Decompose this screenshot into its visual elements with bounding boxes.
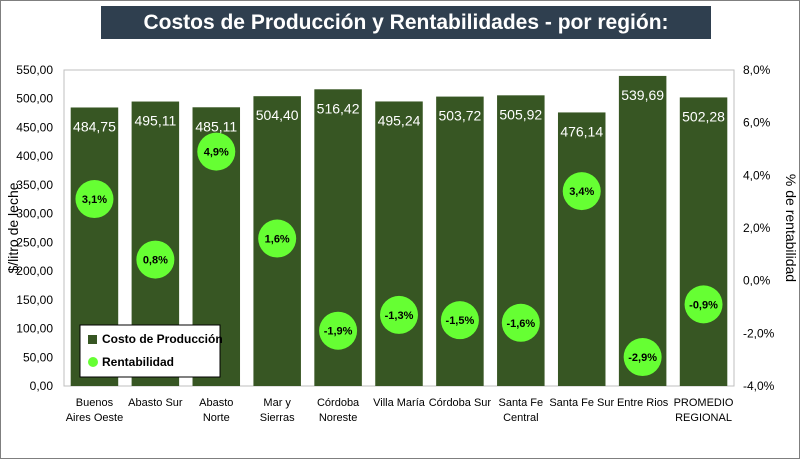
x-axis-labels: Buenos Aires Oeste Abasto Sur Abasto Norte Ma…: [66, 397, 734, 424]
x-tick-label: Central: [503, 412, 538, 424]
y-right-tick-label: 4,0%: [743, 168, 771, 182]
bar-value-label: 485,11: [195, 118, 237, 134]
rentabilidad-value-label: 3,1%: [82, 194, 107, 206]
bar-value-label: 476,14: [560, 123, 603, 139]
rentabilidad-value-label: -1,6%: [506, 318, 535, 330]
y-left-tick-label: 100,00: [16, 322, 53, 336]
legend-label-costo: Costo de Producción: [102, 332, 223, 346]
rentabilidad-point: [197, 132, 236, 171]
y-left-tick-label: 250,00: [16, 235, 53, 249]
x-tick-label: Santa Fe: [498, 397, 543, 409]
rentabilidad-value-label: -2,9%: [628, 352, 657, 364]
bar-data-labels: 484,75 495,11 485,11 504,40 516,42 495,24 503,…: [73, 87, 725, 140]
y-axis-right-ticks: -4,0% -2,0% 0,0% 2,0% 4,0% 6,0% 8,0%: [743, 63, 775, 393]
rentabilidad-value-label: 3,4%: [569, 186, 594, 198]
rentabilidad-value-label: -0,9%: [689, 299, 718, 311]
rentabilidad-value-label: -1,5%: [446, 315, 475, 327]
x-tick-label: Santa Fe Sur: [549, 397, 614, 409]
rentabilidad-point: [136, 240, 175, 279]
rentabilidad-point: [319, 311, 358, 350]
rentabilidad-series: [75, 132, 723, 377]
x-tick-label: Entre Rios: [617, 397, 669, 409]
y-axis-left-label: $/litro de leche: [5, 182, 21, 273]
bar-value-label: 516,42: [317, 100, 360, 116]
x-tick-label: Villa María: [373, 397, 426, 409]
x-tick-label: Noreste: [319, 412, 358, 424]
x-tick-label: Sierras: [260, 412, 295, 424]
x-tick-label: Mar y: [263, 397, 291, 409]
bar-costo: [375, 101, 423, 387]
rentabilidad-value-label: -1,9%: [324, 326, 353, 338]
x-tick-label: PROMEDIO: [674, 397, 734, 409]
y-left-tick-label: 200,00: [16, 264, 53, 278]
y-left-tick-label: 150,00: [16, 293, 53, 307]
y-axis-left-ticks: 0,00 50,00 100,00 150,00 200,00 250,00 300,00 3…: [16, 63, 53, 393]
y-axis-right-label: % de rentabilidad: [783, 174, 799, 282]
bar-value-label: 504,40: [256, 107, 299, 123]
rentabilidad-data-labels: 3,1% 0,8% 4,9% 1,6% -1,9% -1,3% -1,5% -1,6% 3,4%…: [82, 147, 718, 364]
bar-value-label: 495,11: [134, 113, 176, 129]
legend-swatch-costo: [88, 335, 97, 344]
y-left-tick-label: 450,00: [16, 120, 53, 134]
bar-costo: [557, 112, 606, 387]
chart-title: Costos de Producción y Rentabilidades - …: [101, 6, 711, 67]
rentabilidad-value-label: 4,9%: [204, 147, 229, 159]
y-right-tick-label: 0,0%: [743, 274, 771, 288]
x-tick-label: REGIONAL: [675, 412, 732, 424]
rentabilidad-point: [440, 301, 479, 340]
y-left-tick-label: 300,00: [16, 207, 53, 221]
rentabilidad-point: [380, 295, 418, 334]
rentabilidad-point: [501, 303, 540, 342]
y-right-tick-label: -4,0%: [743, 379, 775, 393]
x-tick-label: Norte: [203, 412, 230, 424]
x-tick-label: Aires Oeste: [66, 412, 123, 424]
rentabilidad-point: [562, 172, 601, 211]
y-right-tick-label: 2,0%: [743, 221, 771, 235]
y-left-tick-label: 0,00: [30, 379, 54, 393]
bar-costo: [497, 95, 545, 387]
x-tick-label: Buenos: [76, 397, 114, 409]
x-tick-label: Córdoba Sur: [429, 397, 492, 409]
rentabilidad-point: [684, 285, 723, 324]
x-tick-label: Abasto: [199, 397, 233, 409]
bar-value-label: 484,75: [73, 118, 116, 134]
y-right-tick-label: 6,0%: [743, 116, 771, 130]
x-tick-label: Córdoba: [317, 397, 360, 409]
rentabilidad-point: [258, 219, 297, 258]
y-right-tick-label: 8,0%: [743, 63, 771, 77]
rentabilidad-value-label: 0,8%: [143, 255, 168, 267]
y-left-tick-label: 500,00: [16, 92, 53, 106]
x-tick-label: Abasto Sur: [128, 397, 183, 409]
legend: Costo de Producción Rentabilidad: [79, 324, 223, 378]
bar-costo: [618, 75, 667, 387]
bar-costo: [679, 97, 728, 387]
y-right-tick-label: -2,0%: [743, 326, 775, 340]
bar-value-label: 495,24: [378, 112, 421, 128]
y-left-tick-label: 50,00: [23, 350, 53, 364]
bar-value-label: 505,92: [499, 106, 542, 122]
legend-box: [79, 324, 221, 378]
y-left-tick-label: 350,00: [16, 178, 53, 192]
rentabilidad-point: [75, 180, 114, 219]
bar-value-label: 503,72: [438, 108, 481, 124]
rentabilidad-value-label: 1,6%: [265, 234, 290, 246]
rentabilidad-point: [623, 338, 662, 377]
bar-value-label: 502,28: [682, 108, 725, 124]
bar-value-label: 539,69: [621, 87, 664, 103]
legend-label-rentabilidad: Rentabilidad: [102, 355, 174, 369]
y-left-tick-label: 400,00: [16, 149, 53, 163]
legend-swatch-rentabilidad: [88, 357, 98, 367]
rentabilidad-value-label: -1,3%: [385, 310, 414, 322]
bar-costo: [436, 96, 484, 386]
y-left-tick-label: 550,00: [16, 63, 53, 77]
